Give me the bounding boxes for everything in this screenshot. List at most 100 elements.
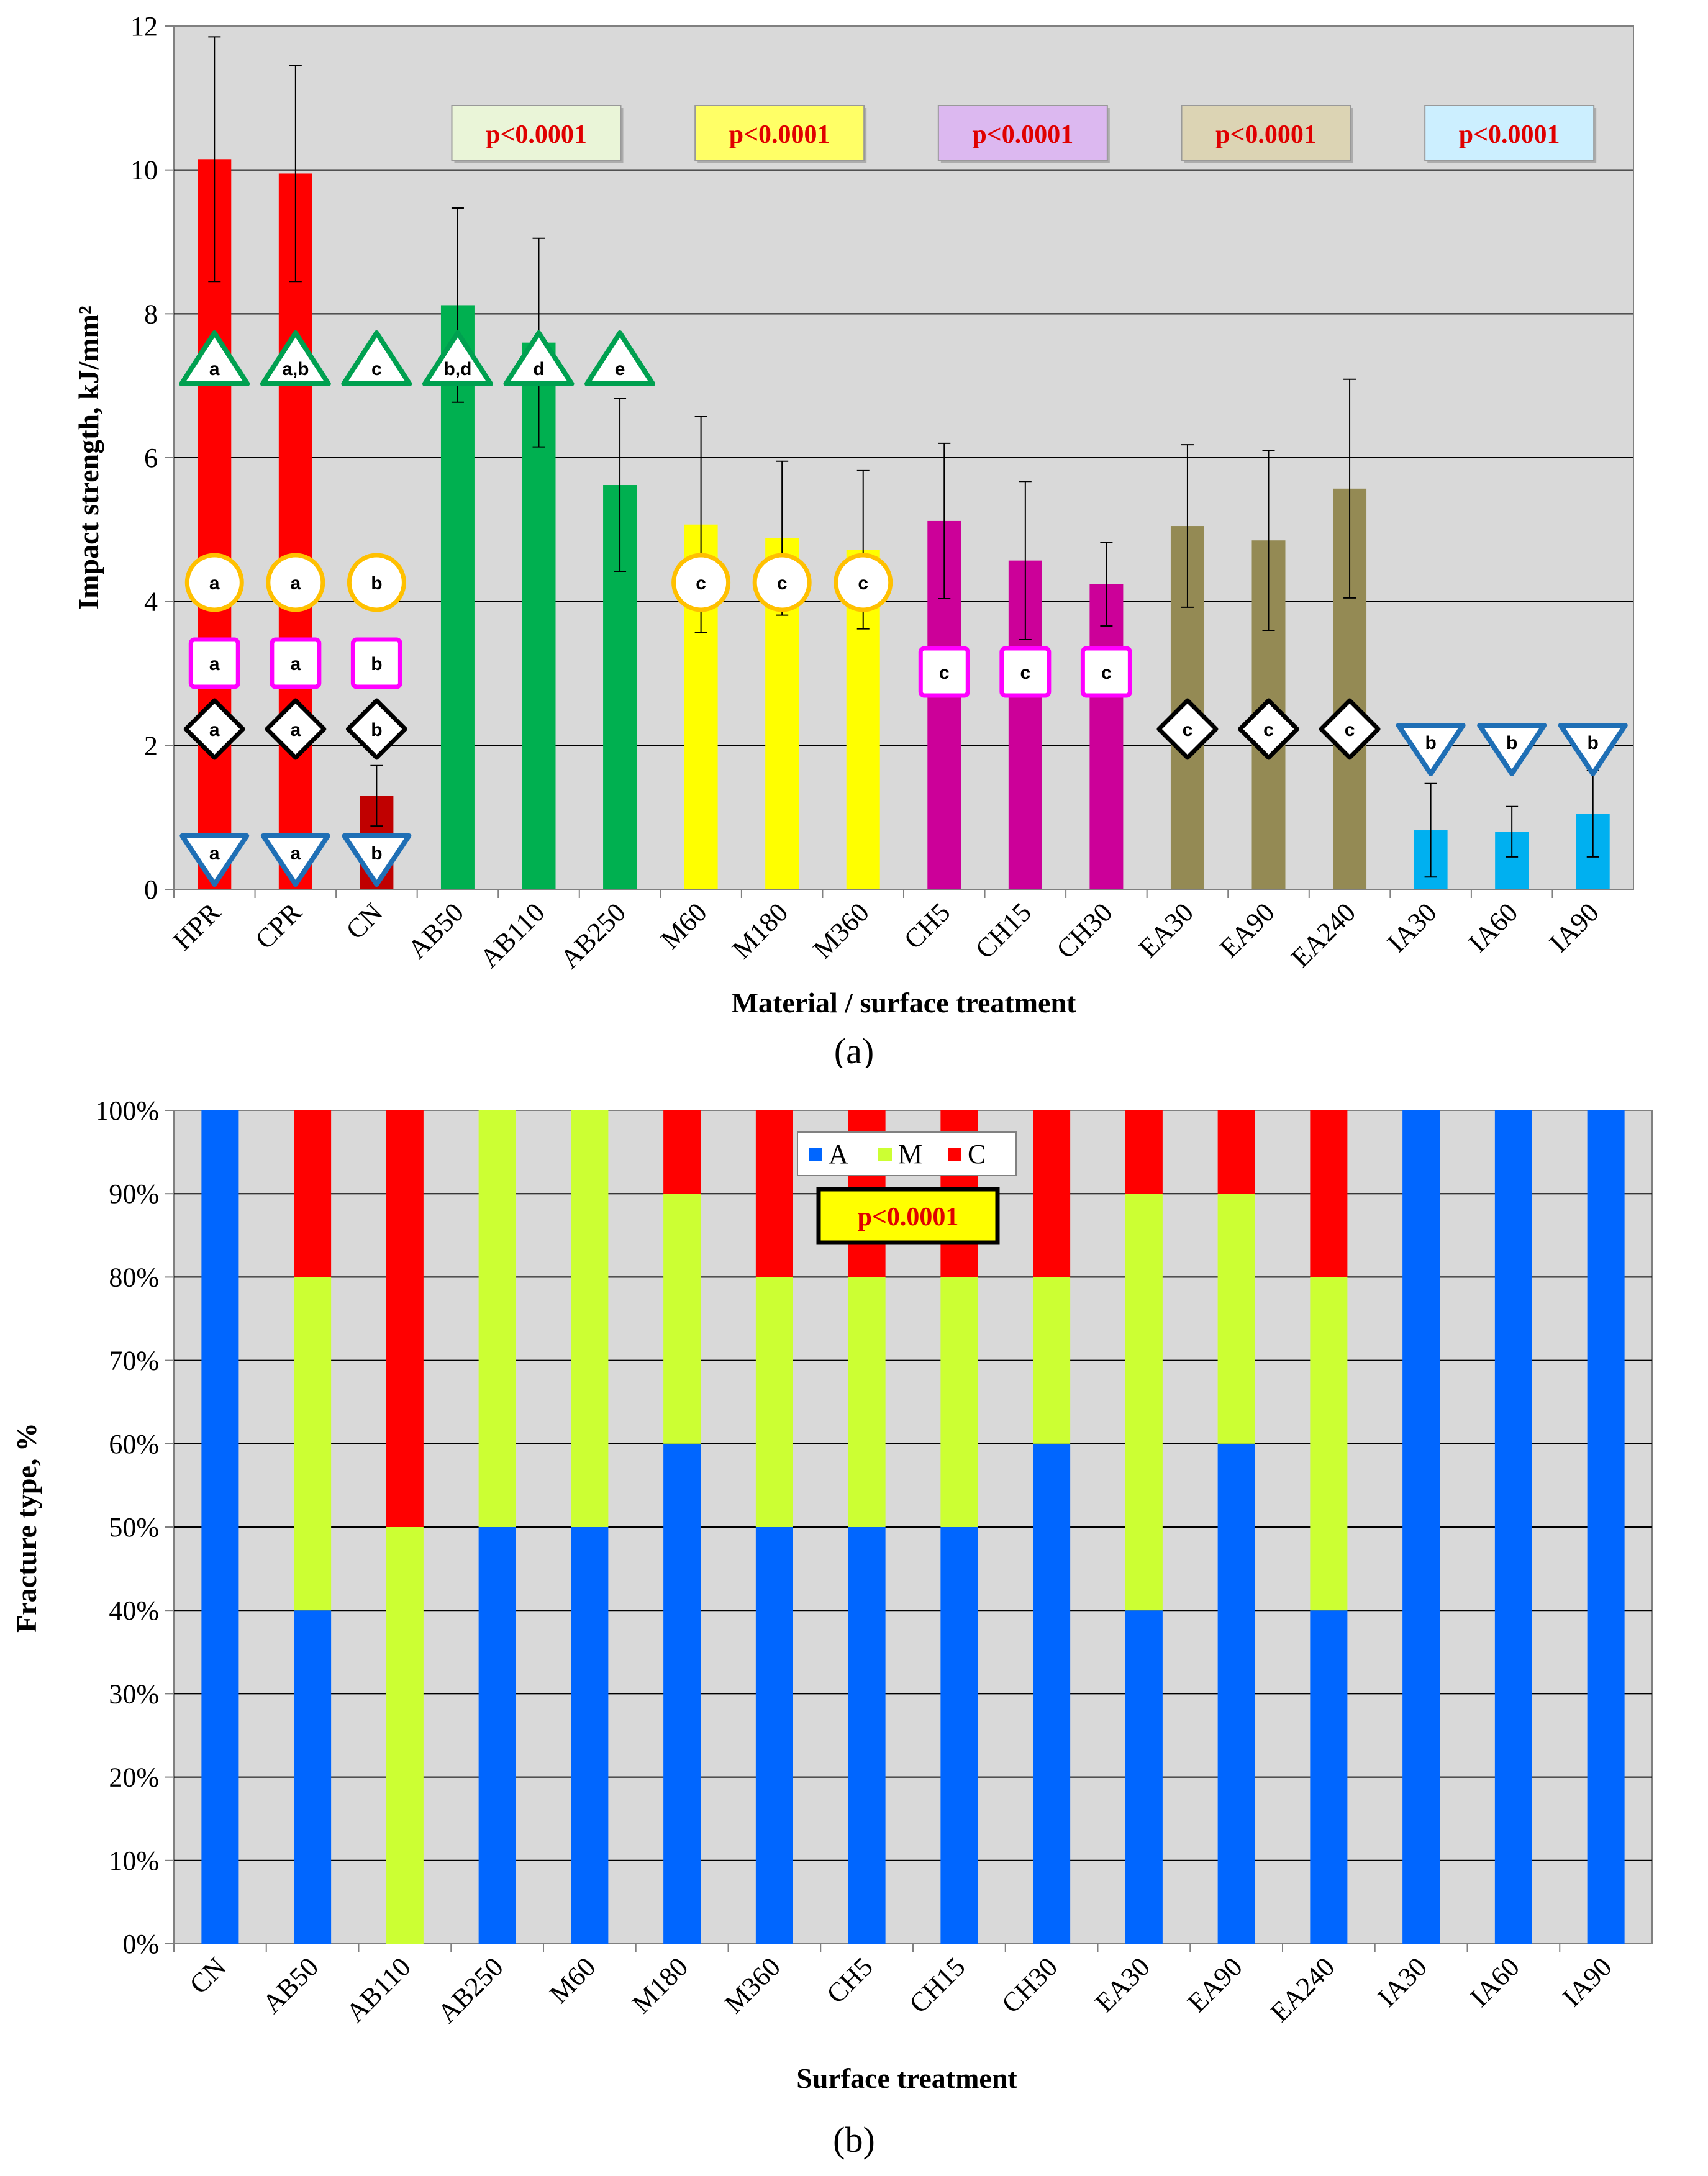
pvalue-box-M: p<0.0001 [694,105,867,163]
gridlines-a [174,169,1633,746]
diamond-marker: b [345,698,407,760]
triangle-down [342,833,412,887]
pvalue-text: p<0.0001 [1459,120,1560,149]
x-tick-label: AB250 [555,897,632,974]
triangle-up-marker: a [179,330,250,386]
marker-label: a [290,573,301,594]
diamond [183,698,245,760]
pvalue-text: p<0.0001 [1215,120,1317,149]
marker-label: c [1263,720,1274,740]
pvalue-box-bg [694,105,865,161]
x-tick-label: CN [184,1951,232,2000]
marker-label: a [290,720,301,740]
bar-CPR [278,173,312,889]
x-tick-label: IA90 [1543,897,1605,958]
segment-A-CH30 [1033,1443,1071,1944]
x-tick-label: M360 [807,897,875,964]
segment-M-M360 [755,1277,793,1527]
x-tick-label: EA240 [1265,1951,1341,2028]
circle [184,553,244,612]
square [1080,646,1132,698]
segment-M-EA30 [1125,1194,1163,1611]
triangle-down [179,833,250,887]
marker-label: a [209,359,220,379]
x-tick-label: EA30 [1133,897,1199,963]
pvalue-text: p<0.0001 [486,120,587,149]
x-tick-label: CH15 [970,897,1037,964]
triangle-down-marker: b [342,833,412,887]
triangle-down [260,833,330,887]
square [918,646,970,698]
square-marker: b [350,637,402,689]
diamond [1238,698,1299,760]
x-axis-label-a: Material / surface treatment [732,987,1076,1018]
triangle-down [1558,723,1628,776]
marker-label: a [290,843,301,864]
triangle-down-marker: b [1558,723,1628,776]
triangle-up [422,330,493,386]
segment-A-EA90 [1217,1443,1255,1944]
chart-a: p<0.0001 p<0.0001 p<0.0001 p<0.0001 p<0.0001… [73,11,1634,1068]
segment-A-M180 [663,1443,701,1944]
segment-M-AB110 [386,1527,424,1944]
segment-M-AB50 [294,1277,332,1611]
marker-label: c [1101,663,1112,683]
marker-label: b [371,843,382,864]
pvalue-text: p<0.0001 [729,120,830,149]
pvalue-box-EA: p<0.0001 [1181,105,1353,163]
y-tick-label: 12 [130,11,158,42]
segment-C-EA90 [1217,1110,1255,1194]
y-tick-label: 20% [109,1762,159,1793]
marker-label: c [777,573,788,594]
triangle-up-marker: d [503,330,575,386]
circle-marker: a [184,553,244,612]
segment-M-EA90 [1217,1194,1255,1444]
segment-M-AB250 [478,1110,516,1527]
segment-C-M360 [755,1110,793,1277]
circle [671,553,731,612]
y-axis-label-b: Fracture type, % [11,1423,42,1633]
triangle-up-marker: e [584,330,656,386]
pvalue-box-IA: p<0.0001 [1424,105,1597,163]
square [350,637,402,689]
triangle-up [584,330,656,386]
marker-label: c [1345,720,1355,740]
triangle-down-marker: b [1477,723,1547,776]
segment-A-IA60 [1494,1110,1532,1944]
diamond [1319,698,1381,760]
bar-CH30 [1089,584,1124,889]
y-tick-label: 100% [95,1095,159,1126]
x-tick-label: IA60 [1463,897,1524,958]
marker-label: a,b [282,359,309,379]
segment-C-AB50 [294,1110,332,1277]
pvalue-box-AB: p<0.0001 [451,105,624,163]
triangle-down-marker: a [260,833,330,887]
pvalue-box-bg [451,105,622,161]
marker-label: a [209,843,220,864]
pvalue-box-bg [937,105,1108,161]
pvalue-box-CH: p<0.0001 [937,105,1110,163]
pvalue-box-bg [1424,105,1595,161]
y-axis-label-a: Impact strength, kJ/mm² [73,306,104,610]
marker-label: b [1425,733,1436,753]
segment-C-AB110 [386,1110,424,1527]
square-marker: c [1080,646,1132,698]
x-tick-label: HPR [167,897,227,956]
marker-label: a [209,573,220,594]
diamond-marker: a [183,698,245,760]
x-tick-label: EA240 [1285,897,1361,973]
segment-A-EA240 [1310,1610,1348,1944]
diamond-marker: c [1238,698,1299,760]
marker-label: b [1506,733,1517,753]
marker-label: b [1588,733,1599,753]
y-tick-label: 0% [122,1929,159,1959]
annotation-b: p<0.0001 [816,1187,1000,1245]
marker-label: a [209,654,220,674]
x-tick-label: AB110 [474,897,550,973]
marker-label: b,d [443,359,471,379]
triangle-up-marker: c [341,330,412,386]
error-bars-a [208,36,1599,878]
x-tick-label: EA90 [1181,1951,1248,2018]
square [188,637,240,689]
legend-swatch-C [948,1148,961,1161]
